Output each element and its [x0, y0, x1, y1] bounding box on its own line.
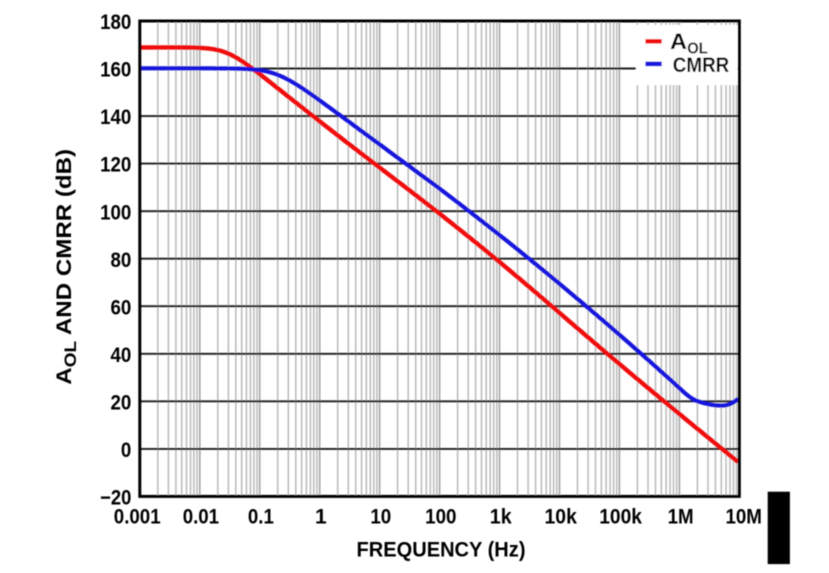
svg-text:0: 0	[121, 439, 131, 462]
svg-text:−20: −20	[100, 487, 131, 510]
svg-text:100: 100	[425, 506, 456, 529]
svg-text:FREQUENCY (Hz): FREQUENCY (Hz)	[357, 538, 526, 562]
svg-text:0.001: 0.001	[114, 506, 161, 529]
svg-text:1k: 1k	[490, 506, 512, 529]
svg-text:160: 160	[100, 59, 131, 82]
svg-text:10k: 10k	[545, 506, 578, 529]
svg-text:A: A	[670, 29, 687, 54]
svg-text:1M: 1M	[668, 506, 694, 529]
svg-text:60: 60	[111, 296, 132, 319]
svg-text:0.01: 0.01	[183, 506, 220, 529]
svg-text:100: 100	[100, 201, 131, 224]
svg-text:180: 180	[100, 11, 131, 34]
svg-text:10M: 10M	[725, 506, 762, 529]
svg-text:0.1: 0.1	[248, 506, 274, 529]
svg-text:80: 80	[111, 249, 132, 272]
svg-text:1: 1	[315, 506, 327, 529]
svg-text:40: 40	[111, 344, 132, 367]
svg-text:20: 20	[111, 391, 132, 414]
svg-text:100k: 100k	[599, 506, 642, 529]
svg-text:140: 140	[100, 106, 131, 129]
svg-text:OL: OL	[687, 41, 708, 58]
svg-text:10: 10	[370, 506, 391, 529]
svg-text:CMRR: CMRR	[673, 53, 730, 77]
svg-text:120: 120	[100, 154, 131, 177]
